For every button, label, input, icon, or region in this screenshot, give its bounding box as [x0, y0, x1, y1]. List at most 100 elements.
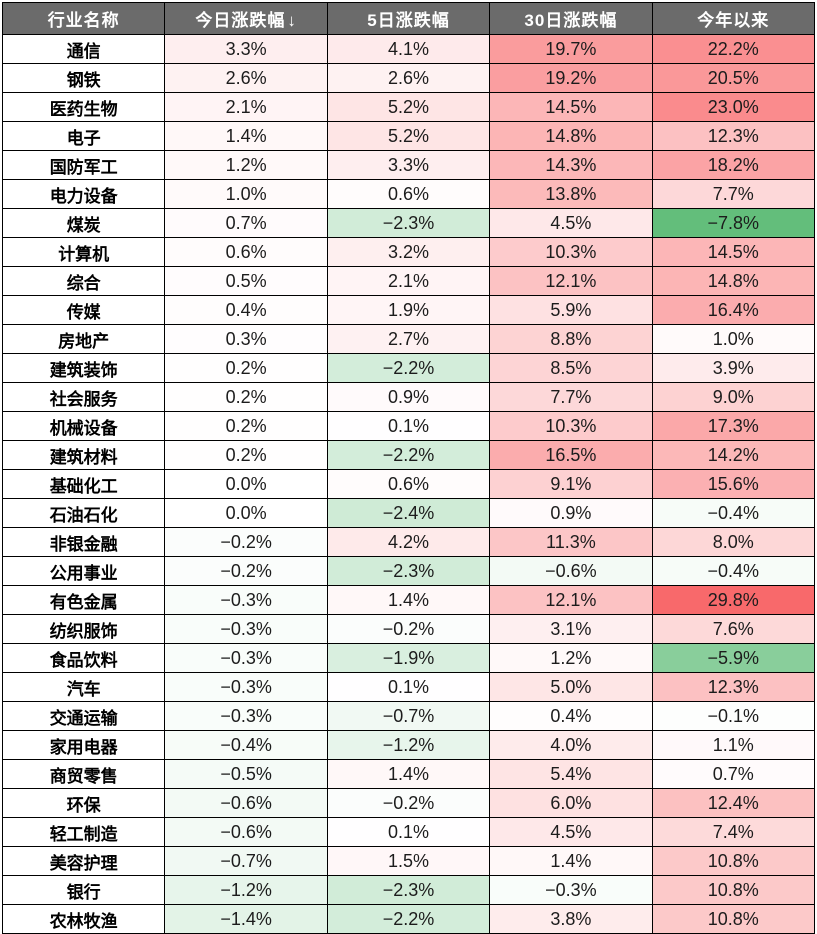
heatmap-cell: 6.0%	[489, 788, 653, 818]
heatmap-cell: 3.3%	[326, 150, 491, 180]
heatmap-cell: 1.4%	[164, 121, 328, 151]
heatmap-cell: 12.1%	[489, 266, 653, 296]
industry-name: 公用事业	[1, 556, 166, 586]
industry-name: 计算机	[1, 237, 166, 267]
table-row: 公用事业 −0.2% −2.3% −0.6% −0.4%	[1, 556, 816, 586]
table-row: 电力设备 1.0% 0.6% 13.8% 7.7%	[1, 179, 816, 209]
heatmap-cell: 14.5%	[651, 237, 816, 267]
table-row: 综合 0.5% 2.1% 12.1% 14.8%	[1, 266, 816, 296]
heatmap-cell: 5.4%	[489, 759, 653, 789]
col-header-label: 5日涨跌幅	[367, 11, 450, 30]
col-header-today-change[interactable]: 今日涨跌幅 ↓	[164, 2, 328, 35]
heatmap-cell: −2.2%	[326, 353, 491, 383]
heatmap-cell: 1.0%	[164, 179, 328, 209]
industry-name: 食品饮料	[1, 643, 166, 673]
table-row: 煤炭 0.7% −2.3% 4.5% −7.8%	[1, 208, 816, 238]
col-header-label: 今日涨跌幅	[195, 11, 286, 30]
heatmap-cell: 1.5%	[326, 846, 491, 876]
col-header-industry-name[interactable]: 行业名称	[1, 2, 166, 35]
heatmap-cell: −0.2%	[326, 788, 491, 818]
col-header-label: 行业名称	[47, 11, 120, 30]
heatmap-cell: 3.9%	[651, 353, 816, 383]
table-row: 建筑装饰 0.2% −2.2% 8.5% 3.9%	[1, 353, 816, 383]
heatmap-cell: −0.3%	[164, 701, 328, 731]
heatmap-cell: 2.1%	[164, 92, 328, 122]
heatmap-cell: 14.8%	[651, 266, 816, 296]
heatmap-cell: 0.9%	[489, 498, 653, 528]
heatmap-cell: 16.5%	[489, 440, 653, 470]
heatmap-cell: −0.3%	[164, 672, 328, 702]
table-row: 商贸零售 −0.5% 1.4% 5.4% 0.7%	[1, 759, 816, 789]
heatmap-cell: 10.8%	[651, 875, 816, 905]
heatmap-cell: 10.8%	[651, 846, 816, 876]
heatmap-cell: 2.6%	[326, 63, 491, 93]
heatmap-cell: 0.4%	[489, 701, 653, 731]
heatmap-cell: −0.3%	[489, 875, 653, 905]
heatmap-cell: −2.3%	[326, 208, 491, 238]
heatmap-cell: 5.2%	[326, 121, 491, 151]
heatmap-cell: 1.2%	[164, 150, 328, 180]
table-row: 银行 −1.2% −2.3% −0.3% 10.8%	[1, 875, 816, 905]
heatmap-cell: −5.9%	[651, 643, 816, 673]
heatmap-cell: 1.2%	[489, 643, 653, 673]
industry-name: 石油石化	[1, 498, 166, 528]
table-row: 建筑材料 0.2% −2.2% 16.5% 14.2%	[1, 440, 816, 470]
table-row: 纺织服饰 −0.3% −0.2% 3.1% 7.6%	[1, 614, 816, 644]
heatmap-cell: 5.2%	[326, 92, 491, 122]
heatmap-cell: −2.2%	[326, 904, 491, 934]
industry-name: 非银金融	[1, 527, 166, 557]
heatmap-cell: 10.8%	[651, 904, 816, 934]
heatmap-cell: 12.3%	[651, 121, 816, 151]
table-header: 行业名称 今日涨跌幅 ↓ 5日涨跌幅 30日涨跌幅 今年以来	[1, 2, 816, 35]
heatmap-cell: 13.8%	[489, 179, 653, 209]
heatmap-cell: 1.9%	[326, 295, 491, 325]
heatmap-cell: −0.4%	[164, 730, 328, 760]
heatmap-cell: 9.0%	[651, 382, 816, 412]
industry-name: 商贸零售	[1, 759, 166, 789]
table-row: 交通运输 −0.3% −0.7% 0.4% −0.1%	[1, 701, 816, 731]
heatmap-cell: 0.1%	[326, 411, 491, 441]
heatmap-cell: 7.4%	[651, 817, 816, 847]
heatmap-cell: 0.4%	[164, 295, 328, 325]
industry-name: 环保	[1, 788, 166, 818]
industry-name: 农林牧渔	[1, 904, 166, 934]
heatmap-cell: 4.5%	[489, 208, 653, 238]
heatmap-cell: 0.2%	[164, 382, 328, 412]
heatmap-cell: 0.6%	[326, 469, 491, 499]
col-header-30day-change[interactable]: 30日涨跌幅	[489, 2, 653, 35]
industry-name: 家用电器	[1, 730, 166, 760]
heatmap-cell: 16.4%	[651, 295, 816, 325]
industry-name: 基础化工	[1, 469, 166, 499]
heatmap-cell: 5.0%	[489, 672, 653, 702]
col-header-5day-change[interactable]: 5日涨跌幅	[326, 2, 491, 35]
table-row: 电子 1.4% 5.2% 14.8% 12.3%	[1, 121, 816, 151]
industry-name: 银行	[1, 875, 166, 905]
industry-name: 轻工制造	[1, 817, 166, 847]
heatmap-cell: 2.1%	[326, 266, 491, 296]
heatmap-cell: 4.0%	[489, 730, 653, 760]
heatmap-cell: −0.2%	[326, 614, 491, 644]
heatmap-cell: 18.2%	[651, 150, 816, 180]
col-header-ytd-change[interactable]: 今年以来	[651, 2, 816, 35]
heatmap-cell: −0.2%	[164, 556, 328, 586]
heatmap-cell: 5.9%	[489, 295, 653, 325]
heatmap-cell: 8.0%	[651, 527, 816, 557]
heatmap-cell: 0.6%	[326, 179, 491, 209]
heatmap-cell: 0.1%	[326, 817, 491, 847]
table-row: 有色金属 −0.3% 1.4% 12.1% 29.8%	[1, 585, 816, 615]
heatmap-cell: −0.3%	[164, 643, 328, 673]
heatmap-cell: 0.7%	[651, 759, 816, 789]
heatmap-cell: 0.6%	[164, 237, 328, 267]
table-row: 计算机 0.6% 3.2% 10.3% 14.5%	[1, 237, 816, 267]
industry-name: 房地产	[1, 324, 166, 354]
heatmap-cell: 7.6%	[651, 614, 816, 644]
heatmap-cell: −0.1%	[651, 701, 816, 731]
heatmap-cell: 1.4%	[326, 585, 491, 615]
heatmap-cell: −2.4%	[326, 498, 491, 528]
heatmap-cell: 15.6%	[651, 469, 816, 499]
heatmap-cell: 4.1%	[326, 34, 491, 64]
table-row: 房地产 0.3% 2.7% 8.8% 1.0%	[1, 324, 816, 354]
heatmap-cell: 10.3%	[489, 411, 653, 441]
heatmap-cell: 0.0%	[164, 498, 328, 528]
